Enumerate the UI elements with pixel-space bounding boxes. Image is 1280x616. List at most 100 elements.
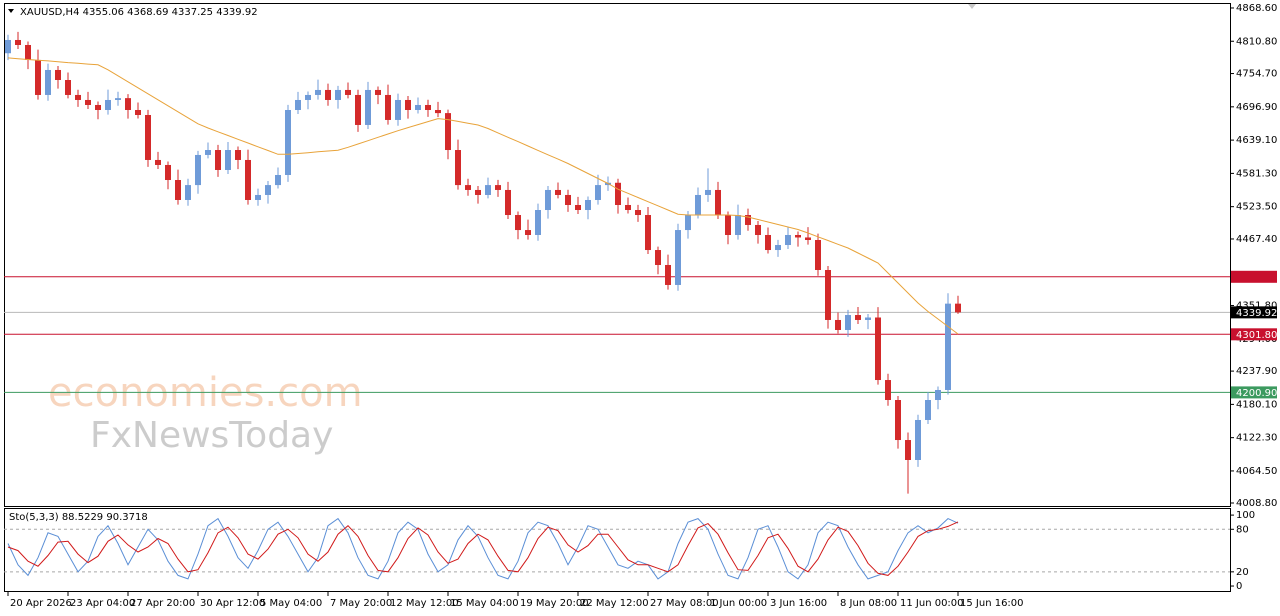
x-tick-label: 3 Jun 16:00 <box>770 598 827 609</box>
y-tick-label: 80 <box>1236 524 1249 535</box>
candle-body <box>555 189 561 195</box>
candle-body <box>25 44 31 60</box>
candle-body <box>855 315 861 320</box>
candle-body <box>85 99 91 105</box>
candle-body <box>545 189 551 211</box>
candle-body <box>185 185 191 200</box>
main-frame <box>4 3 1231 507</box>
x-tick-label: 23 Apr 04:00 <box>70 598 135 609</box>
candle-body <box>245 159 251 200</box>
menu-arrow[interactable] <box>8 9 14 13</box>
candle-body <box>525 230 531 235</box>
watermark: economies.com FxNewsToday <box>48 370 363 456</box>
candle-body <box>365 89 371 125</box>
x-tick-label: 27 May 08:00 <box>650 598 719 609</box>
candle-body <box>165 164 171 181</box>
candle-body <box>625 204 631 211</box>
current-price-box <box>1231 306 1277 319</box>
level-label: 4200.90 <box>1236 388 1277 399</box>
candle-body <box>235 150 241 160</box>
candle-body <box>425 104 431 110</box>
y-tick-label: 4639.10 <box>1236 135 1277 146</box>
candle-body <box>885 380 891 401</box>
candle-body <box>535 210 541 235</box>
y-tick-label: 4064.50 <box>1236 466 1277 477</box>
candle-body <box>405 99 411 110</box>
x-tick-label: 5 May 04:00 <box>260 598 322 609</box>
candle-body <box>705 189 711 195</box>
candle-body <box>265 185 271 195</box>
level-label: 4301.80 <box>1236 330 1277 341</box>
y-tick-label: 4581.30 <box>1236 168 1277 179</box>
x-tick-label: 8 Jun 08:00 <box>840 598 897 609</box>
candle-body <box>105 99 111 110</box>
candle-body <box>325 89 331 100</box>
candle-body <box>775 245 781 251</box>
candle-body <box>275 174 281 186</box>
candle-body <box>575 204 581 211</box>
candle-body <box>35 59 41 95</box>
candle-body <box>315 89 321 95</box>
candle-body <box>465 185 471 190</box>
candle-body <box>505 189 511 216</box>
candle-body <box>75 94 81 100</box>
candle-body <box>285 109 291 175</box>
candle-body <box>925 400 931 420</box>
candle-body <box>205 150 211 155</box>
candle-body <box>835 319 841 330</box>
x-tick-label: 15 Jun 16:00 <box>960 598 1024 609</box>
candle-body <box>725 215 731 235</box>
candle-body <box>355 94 361 125</box>
y-tick-label: 0 <box>1236 581 1242 592</box>
candle-body <box>195 154 201 186</box>
x-tick-label: 12 May 12:00 <box>390 598 459 609</box>
candle-body <box>95 104 101 110</box>
y-tick-label: 4754.70 <box>1236 69 1277 80</box>
x-tick-label: 20 Apr 2026 <box>10 598 72 609</box>
candle-body <box>155 159 161 165</box>
level-label-box <box>1231 328 1277 341</box>
candle-body <box>125 98 131 110</box>
level-label-box <box>1231 270 1277 283</box>
level-label-box <box>1231 386 1277 399</box>
candle-body <box>395 99 401 120</box>
candle-body <box>655 250 661 265</box>
x-tick-label: 27 Apr 20:00 <box>130 598 195 609</box>
candle-body <box>515 215 521 231</box>
candle-body <box>915 419 921 460</box>
candle-body <box>65 79 71 95</box>
candle-body <box>255 194 261 200</box>
candle-body <box>435 109 441 114</box>
y-tick-label: 100 <box>1236 510 1255 521</box>
candle-body <box>875 317 881 381</box>
candle-body <box>15 39 21 45</box>
y-tick-label: 4696.90 <box>1236 102 1277 113</box>
candle-body <box>865 317 871 320</box>
candle-body <box>645 215 651 251</box>
candle-body <box>5 39 11 54</box>
candle-body <box>215 150 221 170</box>
candle-body <box>375 89 381 95</box>
candle-body <box>905 440 911 460</box>
candle-body <box>595 185 601 200</box>
candle-body <box>665 264 671 285</box>
candle-body <box>565 194 571 205</box>
candle-body <box>475 189 481 195</box>
candle-body <box>695 194 701 216</box>
candle-body <box>715 189 721 216</box>
candle-body <box>805 237 811 241</box>
x-tick-label: 19 May 20:00 <box>520 598 589 609</box>
x-tick-label: 11 Jun 00:00 <box>900 598 964 609</box>
sub-header: Sto(5,3,3) 88.5229 90.3718 <box>9 512 148 523</box>
candle-body <box>445 113 451 151</box>
candle-body <box>615 182 621 205</box>
candle-body <box>845 315 851 330</box>
candle-body <box>305 94 311 100</box>
candle-body <box>685 215 691 231</box>
candle-body <box>895 400 901 441</box>
candle-body <box>675 230 681 285</box>
moving-average <box>7 57 959 335</box>
